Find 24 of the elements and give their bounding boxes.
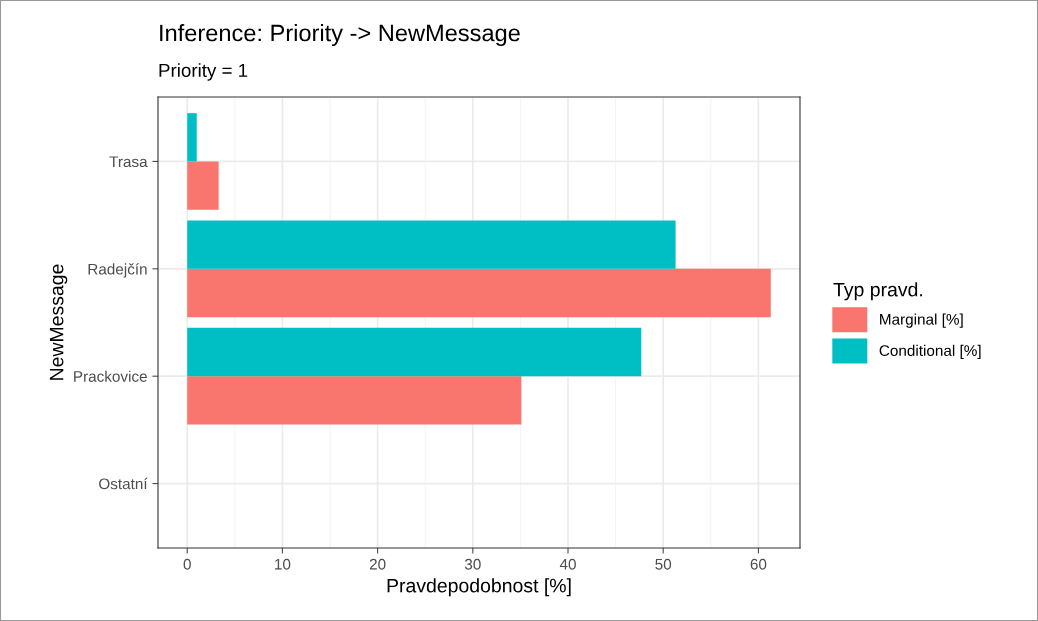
bar [187,161,219,210]
y-tick-label: Trasa [109,156,148,168]
x-tick-label: 60 [750,558,767,570]
legend-label: Marginal [%] [880,313,963,328]
chart-title: Inference: Priority -> NewMessage [160,24,520,46]
bar [187,113,197,162]
y-axis-title: NewMessage [49,264,68,380]
x-tick-label: 0 [183,558,191,570]
y-tick-label: Radejčín [88,263,147,278]
bar [187,327,642,377]
bar [187,376,522,425]
x-tick-label: 10 [275,558,291,570]
y-tick-label: Prackovice [74,370,147,382]
x-tick-label: 20 [369,558,386,570]
legend-title: Typ pravd. [833,282,923,301]
chart-subtitle: Priority = 1 [159,63,248,81]
x-tick-label: 30 [464,558,481,570]
bar [187,268,771,318]
x-axis-title: Pravdepodobnost [%] [387,578,571,597]
bar [187,220,676,269]
x-tick-label: 50 [655,558,672,570]
legend-label: Conditional [%] [879,344,981,360]
y-tick-label: Ostatní [99,477,148,490]
x-tick-label: 40 [559,558,576,570]
